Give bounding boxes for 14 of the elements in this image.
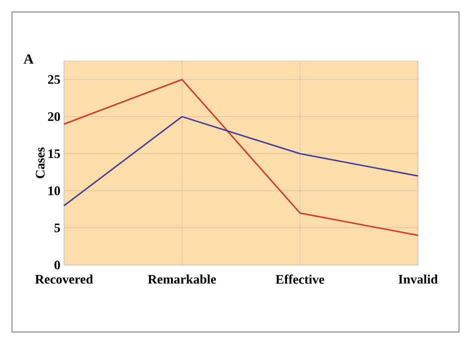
x-tick-label: Recovered (35, 274, 93, 284)
y-tick-label: 20 (48, 112, 60, 122)
y-axis-title: Cases (36, 147, 45, 178)
y-tick-label: 15 (48, 149, 60, 158)
x-tick-label: Remarkable (148, 274, 216, 284)
line-series (63, 78, 419, 236)
y-tick-label: 10 (48, 186, 60, 196)
x-tick-label: Invalid (398, 274, 438, 284)
x-tick-label: Effective (276, 274, 324, 284)
y-tick-label: 0 (54, 260, 60, 270)
chart-title: A (24, 54, 34, 64)
y-tick-label: 5 (54, 224, 60, 232)
line-series (63, 116, 419, 206)
y-tick-label: 25 (48, 75, 60, 84)
